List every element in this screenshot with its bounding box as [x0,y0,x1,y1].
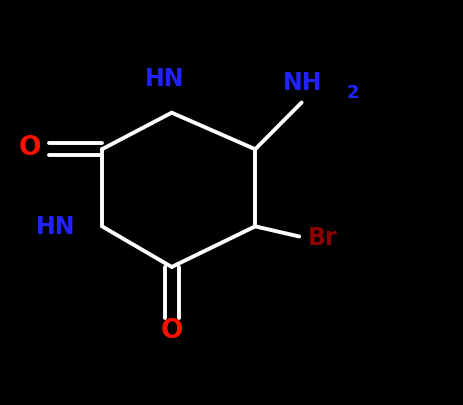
Text: O: O [160,317,182,343]
Text: 2: 2 [346,84,358,102]
Text: NH: NH [282,71,322,95]
Text: HN: HN [36,215,75,239]
Text: Br: Br [307,225,337,249]
Text: HN: HN [144,67,184,91]
Text: O: O [19,135,41,161]
